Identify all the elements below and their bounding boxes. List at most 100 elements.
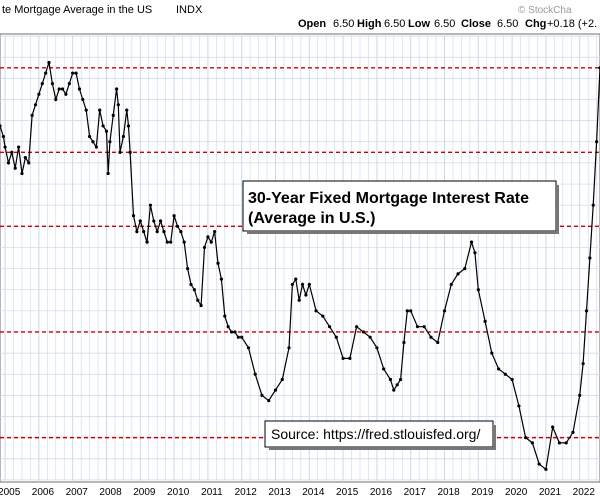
data-point (77, 87, 82, 91)
grid-vertical (4, 34, 597, 482)
data-point (64, 92, 68, 96)
data-point (81, 97, 85, 102)
chg-value: +0.18 (+2. (547, 18, 597, 30)
open-label: Open (298, 18, 326, 30)
data-point (490, 351, 494, 355)
x-tick-label: 2017 (404, 487, 427, 498)
data-point (121, 134, 125, 139)
data-point (155, 229, 159, 234)
annotation-source-shadow (493, 425, 496, 450)
data-point (476, 288, 480, 292)
data-point (50, 82, 54, 86)
data-point (564, 441, 568, 445)
data-point (436, 340, 440, 345)
x-tick-label: 2021 (539, 487, 562, 498)
x-tick-label: 2010 (167, 487, 190, 498)
x-tick-label: 2006 (32, 487, 55, 498)
chart-header-exchange: INDX (176, 4, 203, 16)
data-point (192, 288, 196, 292)
data-point (409, 309, 413, 313)
data-point (84, 108, 88, 112)
data-point (551, 425, 555, 429)
x-tick-label: 2005 (0, 487, 21, 498)
annotation-source: Source: https://fred.stlouisfed.org/ (271, 426, 480, 442)
data-point (388, 377, 393, 382)
data-point (116, 103, 120, 107)
data-point (595, 140, 599, 144)
data-point (557, 441, 562, 445)
data-point (94, 145, 98, 149)
annotation-source-shadow-bottom (269, 447, 496, 450)
data-point (162, 229, 166, 234)
data-point (209, 240, 213, 244)
data-point (473, 251, 477, 255)
data-point (429, 335, 433, 339)
data-point (20, 171, 24, 176)
data-point (148, 203, 153, 207)
data-point (158, 219, 163, 223)
x-tick-label: 2012 (235, 487, 258, 498)
data-point (355, 325, 359, 329)
data-point (30, 113, 34, 117)
x-tick-label: 2019 (471, 487, 494, 498)
data-point (57, 87, 61, 91)
data-point (199, 303, 203, 308)
data-point (273, 388, 278, 392)
data-point (189, 282, 193, 287)
open-value: 6.50 (333, 18, 354, 30)
data-point (304, 293, 308, 297)
data-point (219, 277, 224, 281)
x-tick-label: 2007 (66, 487, 89, 498)
data-point (54, 97, 58, 102)
data-point (402, 340, 406, 345)
data-point (87, 134, 92, 139)
data-point (469, 240, 474, 244)
data-point (101, 124, 105, 128)
annotation-title-shadow-bottom (247, 231, 559, 234)
data-point (44, 71, 48, 75)
data-point (314, 309, 318, 313)
data-point (392, 388, 396, 392)
data-point (3, 145, 7, 149)
data-point (405, 309, 409, 313)
data-point (456, 272, 460, 276)
data-point (510, 377, 514, 382)
data-point (530, 441, 534, 445)
data-point (71, 71, 75, 75)
chg-label: Chg (525, 18, 546, 30)
data-point (287, 346, 291, 350)
data-point (496, 367, 501, 371)
data-point (341, 356, 345, 360)
data-point (517, 404, 521, 408)
data-point (422, 325, 426, 329)
data-point (47, 60, 51, 65)
x-axis-ticks: 2005 2006 2007 2008 2009 2010 2011 2012 2013 2014… (0, 487, 595, 498)
x-tick-label: 2014 (302, 487, 325, 498)
data-point (37, 92, 41, 96)
data-point (233, 330, 237, 334)
data-point (67, 82, 71, 86)
data-point (145, 240, 149, 244)
x-tick-label: 2015 (336, 487, 359, 498)
data-point (169, 240, 173, 244)
data-point (226, 325, 230, 329)
data-point (126, 124, 131, 128)
data-point (571, 430, 575, 434)
x-tick-label: 2020 (505, 487, 528, 498)
data-point (267, 399, 271, 403)
data-point (152, 219, 156, 223)
annotation-title-shadow (556, 185, 559, 234)
data-point (578, 393, 582, 397)
data-point (142, 229, 146, 234)
data-point (398, 377, 403, 382)
data-point (588, 256, 592, 260)
data-point (581, 362, 585, 366)
x-tick-label: 2018 (437, 487, 460, 498)
data-point (297, 298, 301, 302)
high-value: 6.50 (384, 18, 405, 30)
data-point (334, 335, 338, 339)
data-point (138, 219, 142, 223)
data-point (253, 372, 257, 376)
chart-header-title: te Mortgage Average in the US (2, 4, 152, 16)
